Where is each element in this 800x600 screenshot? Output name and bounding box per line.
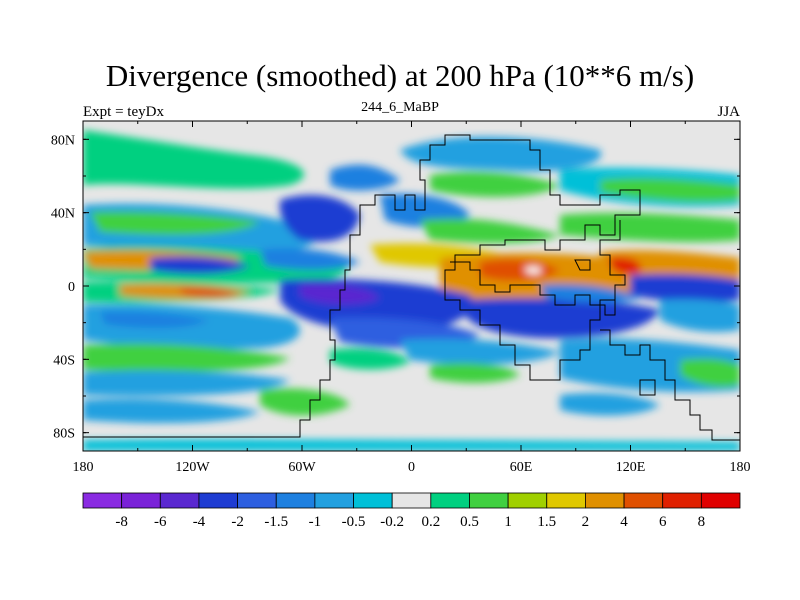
x-axis: 180 120W 60W 0 60E 120E 180 [73, 121, 751, 475]
x-tick-label: 180 [730, 460, 751, 475]
colorbar-swatch [623, 492, 664, 509]
chart-title: Divergence (smoothed) at 200 hPa (10**6 … [105, 58, 695, 93]
colorbar-swatch [237, 492, 277, 509]
colorbar-label: 4 [620, 514, 628, 530]
colorbar-label: -4 [193, 514, 206, 530]
colorbar-label: 1 [504, 514, 512, 530]
y-tick-label: 80N [51, 133, 75, 148]
colorbar-swatch [82, 492, 123, 509]
colorbar-swatch [546, 492, 586, 509]
colorbar-swatch [662, 492, 702, 509]
colorbar-label: -6 [154, 514, 167, 530]
colorbar-swatch [585, 492, 625, 509]
x-tick-label: 180 [73, 460, 94, 475]
y-axis: 80N 40N 0 40S 80S [51, 133, 740, 442]
run-label: 244_6_MaBP [361, 100, 439, 115]
land-outline [83, 134, 740, 441]
colorbar-swatch [314, 492, 354, 509]
colorbar-swatch [159, 492, 200, 509]
colorbar-label: -1.5 [264, 514, 288, 530]
colorbar-swatch [391, 492, 432, 509]
colorbar-swatch [430, 492, 470, 509]
contour-fields [83, 130, 740, 451]
colorbar-label: -2 [231, 514, 244, 530]
colorbar-label: -0.5 [342, 514, 366, 530]
colorbar-swatch [507, 492, 548, 509]
colorbar-swatch [198, 492, 238, 509]
colorbar-label: 1.5 [537, 514, 556, 530]
colorbar-label: 0.5 [460, 514, 479, 530]
x-tick-label: 0 [408, 460, 415, 475]
colorbar-label: 0.2 [421, 514, 440, 530]
y-tick-label: 40S [53, 353, 75, 368]
season-label: JJA [717, 104, 740, 120]
x-tick-label: 60E [510, 460, 533, 475]
colorbar-label: 8 [698, 514, 706, 530]
colorbar-label: -1 [309, 514, 322, 530]
colorbar: -8 -6 -4 -2 -1.5 -1 -0.5 -0.2 0.2 0.5 1 1.5 2 4 6 8 [82, 492, 741, 530]
colorbar-swatch [700, 492, 741, 509]
colorbar-label: 2 [582, 514, 590, 530]
y-tick-label: 40N [51, 207, 75, 222]
x-tick-label: 120E [616, 460, 646, 475]
x-tick-label: 60W [288, 460, 316, 475]
colorbar-swatch [353, 492, 393, 509]
colorbar-swatch [275, 492, 316, 509]
colorbar-label: -8 [115, 514, 128, 530]
colorbar-label: -0.2 [380, 514, 404, 530]
colorbar-swatch [121, 492, 161, 509]
y-tick-label: 0 [68, 280, 75, 295]
y-tick-label: 80S [53, 427, 75, 442]
colorbar-label: 6 [659, 514, 667, 530]
colorbar-swatch [469, 492, 509, 509]
experiment-label: Expt = teyDx [83, 104, 164, 120]
x-tick-label: 120W [175, 460, 210, 475]
